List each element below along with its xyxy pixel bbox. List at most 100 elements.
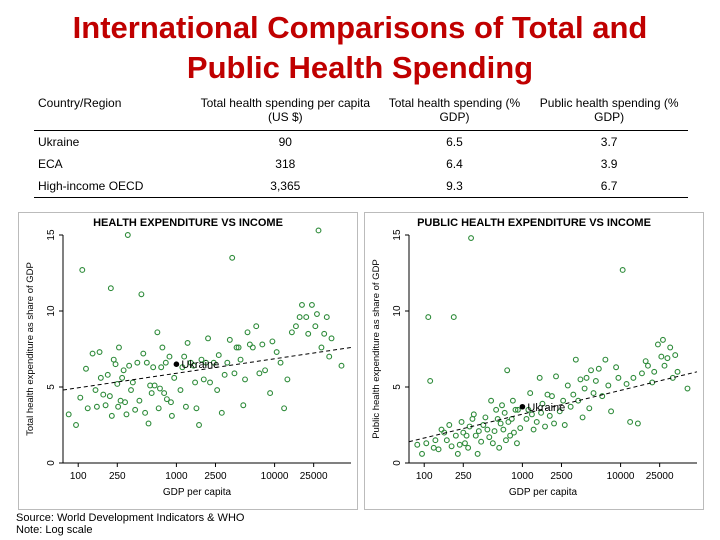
- data-point: [425, 314, 432, 321]
- data-point: [579, 414, 586, 421]
- x-tick-label: 1000: [165, 471, 188, 482]
- x-axis-label: GDP per capita: [509, 487, 578, 498]
- x-tick-label: 2500: [550, 471, 573, 482]
- data-point: [171, 374, 178, 381]
- y-tick-label: 0: [392, 460, 403, 466]
- data-point: [493, 406, 500, 413]
- data-point: [539, 400, 546, 407]
- data-point: [561, 422, 568, 428]
- data-point: [551, 420, 557, 427]
- total-per-capita-cell: 318: [275, 157, 296, 171]
- data-point: [664, 355, 671, 362]
- y-axis-label: Public health expenditure as share of GD…: [371, 259, 382, 439]
- data-point: [119, 374, 126, 381]
- x-tick-label: 25000: [300, 471, 328, 482]
- data-point: [262, 367, 269, 374]
- data-point: [651, 368, 658, 375]
- data-point: [93, 403, 100, 410]
- chart-footnote: Source: World Development Indicators & W…: [16, 512, 244, 536]
- data-point: [419, 450, 425, 457]
- data-point: [499, 402, 505, 409]
- data-point: [292, 323, 299, 330]
- data-point: [553, 373, 559, 380]
- x-tick-label: 100: [416, 471, 433, 482]
- data-point: [503, 437, 509, 444]
- x-tick-label: 250: [109, 471, 126, 482]
- data-point: [126, 362, 133, 369]
- x-tick-label: 10000: [261, 471, 289, 482]
- data-point: [308, 301, 315, 308]
- data-point: [237, 356, 244, 363]
- data-point: [500, 426, 507, 433]
- data-point: [321, 330, 328, 337]
- data-point: [102, 402, 109, 409]
- page-title-line-2: Public Health Spending: [186, 50, 534, 85]
- data-point: [456, 441, 463, 448]
- data-point: [538, 409, 545, 416]
- data-point: [235, 344, 242, 351]
- data-point: [575, 397, 582, 404]
- data-point: [140, 350, 147, 357]
- x-tick-label: 2500: [204, 471, 227, 482]
- data-point: [123, 411, 130, 418]
- data-point: [497, 420, 504, 427]
- x-tick-label: 250: [455, 471, 472, 482]
- data-point: [619, 267, 626, 273]
- highlight-label: Ukraine: [181, 359, 219, 371]
- data-point: [92, 387, 99, 393]
- y-tick-label: 15: [46, 229, 57, 241]
- public-pct-gdp-cell: 3.7: [600, 135, 618, 149]
- data-point: [452, 432, 459, 439]
- data-point: [549, 393, 555, 400]
- data-point: [513, 440, 520, 447]
- data-point: [207, 379, 213, 386]
- data-point: [567, 403, 574, 410]
- data-point: [166, 353, 173, 360]
- data-point: [514, 406, 521, 413]
- data-point: [586, 405, 593, 412]
- data-point: [458, 419, 465, 425]
- chart-title: PUBLIC HEALTH EXPENDITURE VS INCOME: [417, 217, 651, 229]
- data-point: [560, 397, 567, 404]
- data-point: [326, 353, 333, 360]
- data-point: [299, 301, 305, 308]
- data-point: [97, 374, 104, 381]
- data-point: [163, 396, 170, 403]
- total-per-capita-cell: 3,365: [192, 175, 379, 198]
- data-point: [150, 364, 157, 371]
- data-point: [96, 349, 103, 355]
- data-point: [143, 359, 150, 366]
- data-point: [496, 444, 503, 451]
- data-point: [486, 434, 493, 441]
- data-point: [104, 371, 111, 378]
- data-point: [79, 267, 86, 273]
- data-point: [89, 350, 96, 357]
- data-point: [654, 341, 661, 348]
- table-row: High-income OECD 3,365 9.3 6.7: [34, 175, 688, 198]
- data-point: [530, 426, 537, 433]
- data-point: [136, 397, 143, 404]
- data-point: [157, 385, 163, 392]
- data-point: [124, 232, 131, 238]
- data-point: [120, 367, 127, 374]
- data-point: [542, 423, 548, 430]
- data-point: [432, 437, 439, 444]
- data-point: [438, 426, 445, 433]
- data-point: [595, 365, 602, 372]
- data-point: [162, 359, 169, 366]
- data-point: [468, 235, 475, 241]
- data-point: [154, 329, 161, 336]
- data-point: [210, 359, 217, 366]
- data-point: [190, 362, 197, 369]
- data-point: [659, 336, 666, 343]
- y-tick-label: 10: [46, 305, 57, 317]
- data-point: [504, 367, 511, 374]
- data-point: [480, 422, 487, 428]
- data-point: [510, 429, 517, 436]
- total-pct-gdp-cell: 9.3: [378, 175, 531, 198]
- data-point: [472, 432, 479, 439]
- data-point: [128, 387, 134, 393]
- data-point: [203, 359, 209, 366]
- data-point: [602, 356, 609, 363]
- data-point: [142, 409, 149, 416]
